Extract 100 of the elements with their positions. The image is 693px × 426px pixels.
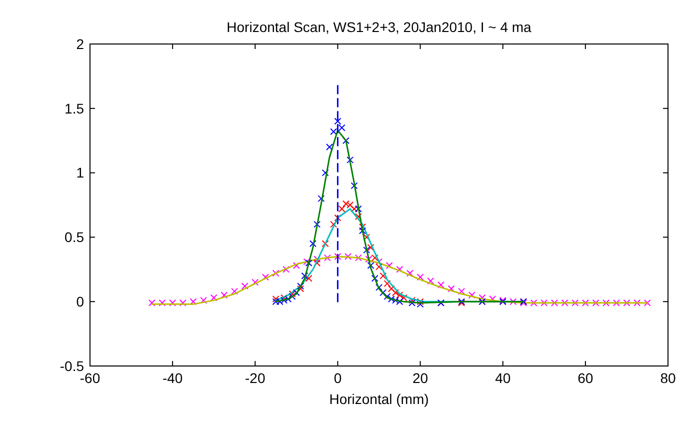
point [292, 262, 300, 270]
point [458, 288, 466, 295]
point [530, 299, 538, 306]
point [322, 240, 329, 248]
point [572, 299, 579, 306]
point [231, 288, 238, 295]
point [612, 299, 620, 306]
point [318, 195, 325, 202]
point [220, 292, 228, 299]
point [634, 299, 641, 306]
point [288, 292, 296, 300]
chart-title: Horizontal Scan, WS1+2+3, 20Jan2010, I ~ 4 ma [226, 19, 532, 35]
point [338, 124, 346, 132]
point [344, 253, 352, 260]
point [550, 299, 558, 306]
point [346, 156, 354, 164]
point [437, 281, 444, 288]
point [179, 299, 186, 306]
point [309, 240, 316, 248]
point [314, 259, 321, 266]
y-tick-label: 1.5 [64, 100, 84, 116]
point [510, 298, 517, 306]
point [322, 169, 329, 176]
point [350, 182, 358, 190]
point [334, 118, 342, 125]
point [330, 128, 338, 136]
x-tick-label: 80 [660, 370, 676, 386]
point [582, 299, 589, 306]
point [272, 270, 280, 277]
point [282, 266, 290, 273]
x-tick-label: 60 [578, 370, 594, 386]
point [386, 262, 393, 270]
point [314, 220, 321, 228]
point [380, 272, 387, 280]
point [292, 289, 300, 296]
point [396, 292, 404, 299]
line-series [151, 256, 648, 305]
point [354, 205, 362, 212]
point [540, 299, 548, 306]
point [376, 263, 382, 270]
x-tick-label: -20 [245, 370, 266, 386]
point [478, 294, 486, 302]
point [592, 299, 600, 306]
point [371, 254, 378, 262]
point [297, 285, 304, 292]
point [367, 262, 374, 270]
point [358, 227, 366, 234]
point [284, 296, 292, 303]
x-axis-title: Horizontal (mm) [329, 391, 429, 407]
point [252, 278, 259, 286]
point [358, 223, 366, 230]
point [416, 274, 424, 281]
point [241, 282, 248, 290]
point [406, 270, 414, 277]
line-series [275, 130, 524, 304]
x-tick-label: -40 [162, 370, 183, 386]
point [324, 254, 331, 262]
point [392, 289, 400, 296]
point [371, 274, 378, 282]
point [334, 214, 342, 222]
point [363, 246, 370, 254]
y-tick-label: 0.5 [64, 229, 84, 246]
point [158, 299, 166, 306]
y-tick-label: 1 [76, 164, 84, 181]
point [561, 299, 568, 306]
point [602, 299, 610, 306]
point [330, 220, 338, 228]
point [354, 213, 362, 220]
point [288, 290, 296, 298]
x-tick-label: 20 [412, 370, 428, 386]
point [169, 299, 176, 306]
point [384, 280, 391, 288]
y-tick-label: 2 [76, 36, 84, 52]
point [384, 292, 391, 300]
point [468, 292, 476, 299]
point [376, 284, 382, 291]
point [262, 274, 269, 281]
y-tick-label: 0 [76, 294, 84, 310]
x-tick-label: 0 [334, 370, 342, 386]
point [448, 285, 455, 292]
point [301, 272, 308, 280]
point [396, 298, 404, 306]
point [338, 205, 346, 212]
point [305, 274, 312, 282]
point [210, 294, 218, 302]
point [400, 294, 408, 302]
point [350, 205, 358, 212]
point [427, 277, 434, 284]
point [365, 256, 372, 263]
point [200, 296, 208, 304]
point [354, 254, 362, 262]
point [326, 144, 333, 151]
point [396, 266, 404, 273]
x-tick-label: 40 [495, 370, 511, 386]
point [644, 299, 651, 306]
point [367, 244, 374, 252]
point [388, 285, 395, 292]
point [190, 298, 197, 306]
point [148, 299, 156, 306]
point [334, 253, 342, 260]
